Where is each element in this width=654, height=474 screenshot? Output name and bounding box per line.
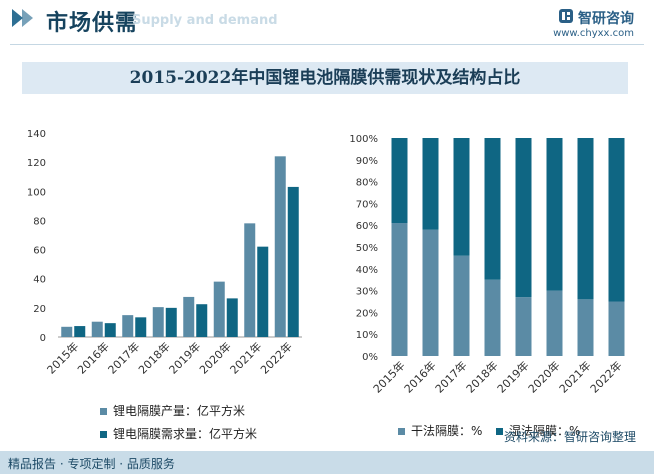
legend-dry-label: 干法隔膜：% (411, 424, 483, 438)
header-divider (10, 44, 644, 45)
left-x-tick: 2018年 (135, 339, 172, 376)
right-y-tick: 80% (356, 178, 378, 189)
legend-dry: 干法隔膜：% (398, 422, 482, 439)
header-arrow-icon-2 (22, 9, 33, 27)
footer-tagline: 精品报告 · 专项定制 · 品质服务 (8, 457, 175, 471)
right-y-tick: 90% (356, 156, 378, 167)
wet-process-bar (608, 138, 625, 302)
dry-process-bar (546, 290, 563, 356)
brand-name: 智研咨询 (578, 11, 634, 27)
legend-production-swatch (100, 408, 107, 415)
legend-wet-swatch (496, 428, 503, 435)
wet-process-bar (422, 138, 439, 230)
right-y-tick: 0% (362, 352, 378, 363)
left-y-tick: 60 (33, 246, 46, 257)
demand-bar (104, 323, 116, 337)
demand-bar (135, 317, 147, 337)
wet-process-bar (515, 138, 532, 298)
production-bar (122, 315, 134, 337)
right-y-tick: 20% (356, 308, 378, 319)
right-y-tick: 60% (356, 221, 378, 232)
right-x-tick: 2015年 (370, 358, 407, 395)
left-x-tick: 2017年 (105, 339, 142, 376)
left-y-tick: 100 (27, 187, 46, 198)
demand-bar (165, 307, 177, 337)
left-x-tick: 2022年 (257, 339, 294, 376)
dry-process-bar (422, 229, 439, 356)
left-y-tick: 80 (33, 216, 46, 227)
right-x-tick: 2018年 (463, 358, 500, 395)
left-x-tick: 2020年 (196, 339, 233, 376)
dry-process-bar (391, 223, 408, 356)
right-y-tick: 30% (356, 287, 378, 298)
right-x-tick: 2021年 (556, 358, 593, 395)
production-bar (274, 156, 286, 337)
page-footer: 精品报告 · 专项定制 · 品质服务 (0, 451, 654, 474)
page-header: 市场供需 Supply and demand 智研咨询 www.chyxx.co… (0, 0, 654, 48)
wet-process-bar (546, 138, 563, 291)
right-x-tick: 2016年 (401, 358, 438, 395)
left-y-tick: 20 (33, 304, 46, 315)
legend-demand: 锂电隔膜需求量：亿平方米 (100, 425, 257, 442)
dry-process-bar (515, 297, 532, 356)
left-x-tick: 2015年 (44, 339, 81, 376)
data-source: 资料来源：智研咨询整理 (503, 430, 636, 444)
brand-site: www.chyxx.com (553, 28, 634, 39)
right-y-tick: 100% (349, 134, 378, 145)
left-x-tick: 2021年 (227, 339, 264, 376)
legend-wet: 湿法隔膜：% (496, 422, 580, 439)
left-y-tick: 120 (27, 158, 46, 169)
brand-logo-icon (559, 9, 573, 23)
left-x-tick: 2016年 (74, 339, 111, 376)
legend-production: 锂电隔膜产量：亿平方米 (100, 402, 245, 419)
wet-process-bar (453, 138, 470, 256)
demand-bar (226, 298, 238, 337)
right-y-tick: 10% (356, 330, 378, 341)
legend-demand-label: 锂电隔膜需求量：亿平方米 (113, 427, 258, 441)
right-x-tick: 2017年 (432, 358, 469, 395)
page-title: 市场供需 (46, 11, 139, 36)
chart-title: 2015-2022年中国锂电池隔膜供需现状及结构占比 (22, 62, 628, 94)
dry-process-bar (484, 279, 501, 356)
dry-process-bar (608, 301, 625, 356)
right-y-tick: 50% (356, 243, 378, 254)
legend-dry-swatch (398, 428, 405, 435)
demand-bar (287, 186, 299, 337)
left-y-tick: 140 (27, 129, 46, 140)
production-bar (61, 326, 73, 337)
legend-production-label: 锂电隔膜产量：亿平方米 (113, 404, 246, 418)
production-bar (213, 281, 225, 337)
left-y-tick: 40 (33, 275, 46, 286)
wet-process-bar (391, 138, 408, 224)
left-y-tick: 0 (40, 333, 46, 344)
right-y-tick: 40% (356, 265, 378, 276)
demand-bar (74, 326, 86, 337)
right-x-tick: 2020年 (525, 358, 562, 395)
production-bar (244, 223, 256, 337)
dry-process-bar (577, 299, 594, 356)
right-y-tick: 70% (356, 199, 378, 210)
right-x-tick: 2022年 (587, 358, 624, 395)
wet-process-bar (577, 138, 594, 300)
production-bar (91, 321, 103, 337)
dry-process-bar (453, 255, 470, 356)
wet-process-bar (484, 138, 501, 280)
demand-bar (257, 246, 269, 337)
header-arrow-icon (12, 9, 23, 27)
right-x-tick: 2019年 (494, 358, 531, 395)
production-bar (183, 296, 195, 337)
left-x-tick: 2019年 (166, 339, 203, 376)
page-subtitle: Supply and demand (132, 13, 278, 28)
legend-wet-label: 湿法隔膜：% (509, 424, 581, 438)
legend-demand-swatch (100, 431, 107, 438)
production-bar (152, 307, 164, 337)
demand-bar (196, 304, 208, 337)
